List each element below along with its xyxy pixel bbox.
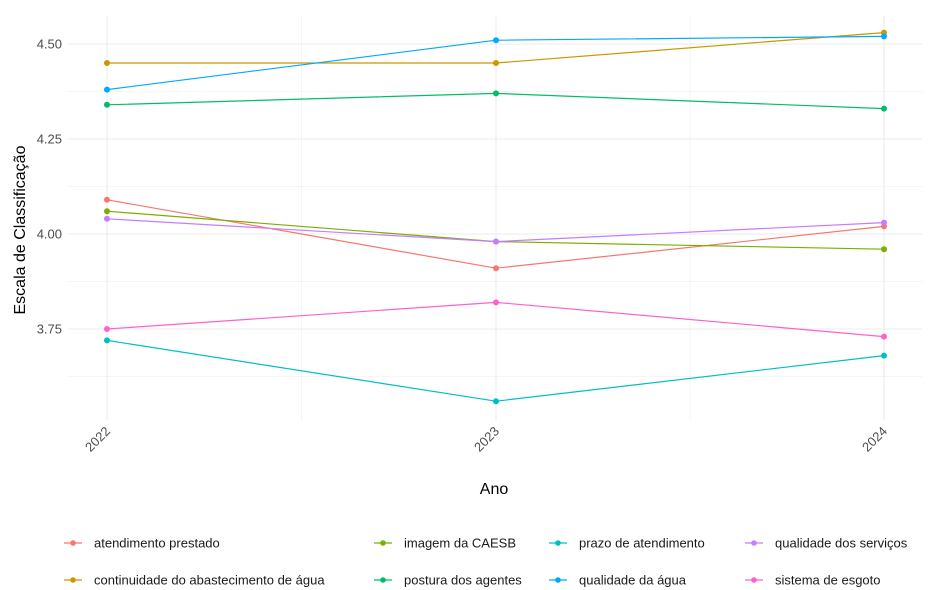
data-point — [881, 33, 887, 40]
data-point — [104, 326, 110, 332]
y-tick-label: 4.25 — [37, 132, 62, 147]
legend-key-point — [751, 540, 757, 546]
x-tick-label: 2023 — [471, 424, 502, 455]
x-axis-ticks: 2022 2023 2024 — [82, 424, 890, 455]
legend-key-point — [70, 577, 76, 583]
data-point — [104, 196, 110, 203]
legend-item: postura dos agentes — [374, 573, 522, 588]
data-point — [493, 398, 499, 405]
legend-label: sistema de esgoto — [775, 573, 881, 588]
legend-key-point — [380, 577, 386, 583]
y-tick-label: 4.50 — [37, 37, 62, 52]
x-tick-label: 2022 — [82, 424, 113, 455]
legend-label: continuidade do abastecimento de água — [94, 573, 325, 588]
legend-key-point — [751, 577, 757, 583]
y-axis-title: Escala de Classificação — [12, 145, 29, 314]
data-point — [881, 105, 887, 112]
legend-key-point — [70, 540, 76, 546]
data-point — [493, 37, 499, 44]
legend-item: qualidade da água — [549, 573, 687, 588]
data-point — [881, 333, 887, 340]
legend-item: continuidade do abastecimento de água — [64, 573, 325, 588]
legend-label: postura dos agentes — [404, 573, 522, 588]
legend-key-point — [555, 577, 561, 583]
data-point — [493, 238, 499, 245]
data-point — [881, 352, 887, 359]
legend-item: atendimento prestado — [64, 536, 220, 551]
legend-label: prazo de atendimento — [579, 536, 705, 551]
data-point — [104, 60, 110, 66]
legend-item: prazo de atendimento — [549, 536, 705, 551]
data-point — [104, 101, 110, 108]
legend-key-point — [555, 540, 561, 546]
data-point — [104, 215, 110, 222]
legend-label: qualidade dos serviços — [775, 536, 908, 551]
legend-label: qualidade da água — [579, 573, 687, 588]
y-tick-label: 4.00 — [37, 227, 62, 242]
x-axis-title: Ano — [480, 481, 509, 498]
data-point — [881, 219, 887, 226]
data-point — [493, 60, 499, 66]
series-points — [104, 29, 887, 405]
legend-item: imagem da CAESB — [374, 536, 516, 551]
y-tick-label: 3.75 — [37, 322, 62, 337]
legend-label: atendimento prestado — [94, 536, 220, 551]
legend-item: qualidade dos serviços — [745, 536, 908, 551]
data-point — [104, 337, 110, 344]
data-point — [104, 208, 110, 215]
data-point — [493, 265, 499, 272]
legend-label: imagem da CAESB — [404, 536, 516, 551]
y-axis-ticks: 3.75 4.00 4.25 4.50 — [37, 37, 62, 337]
legend: atendimento prestado imagem da CAESB prazo… — [64, 536, 908, 588]
x-tick-label: 2024 — [859, 424, 890, 455]
data-point — [881, 246, 887, 253]
legend-key-point — [380, 540, 386, 546]
data-point — [493, 299, 499, 306]
legend-item: sistema de esgoto — [745, 573, 881, 588]
data-point — [104, 86, 110, 93]
data-point — [493, 90, 499, 97]
